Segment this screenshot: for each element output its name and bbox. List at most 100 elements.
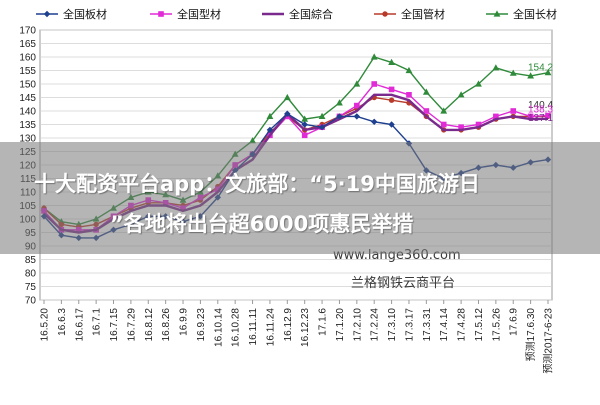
x-tick-label: 16.6.3	[57, 308, 68, 336]
data-point	[544, 69, 552, 76]
x-tick-label: 17.4.14	[439, 308, 450, 342]
data-point	[423, 108, 430, 114]
legend-label: 全国管材	[401, 7, 445, 21]
legend-item: 全国长材	[486, 7, 557, 21]
data-point	[388, 58, 395, 65]
data-point	[493, 113, 499, 120]
legend-item: 全国綜合	[262, 7, 333, 21]
x-tick-label: 16.9.23	[196, 308, 207, 342]
end-value-label: 154.2	[528, 63, 553, 74]
legend-label: 全国型材	[177, 7, 221, 21]
data-point	[388, 121, 395, 128]
data-point	[388, 97, 395, 103]
y-tick-label: 135	[19, 120, 36, 131]
x-tick-label: 16.10.14	[213, 308, 224, 347]
x-tick-label: 预测17.6.30	[524, 308, 537, 362]
x-tick-label: 16.11.11	[248, 308, 259, 346]
data-point	[388, 86, 395, 93]
x-tick-label: 16.12.23	[300, 308, 311, 347]
x-tick-label: 预测2017-6-23	[542, 308, 555, 374]
x-tick-label: 17.5.12	[474, 308, 485, 342]
data-point	[493, 10, 501, 17]
data-point	[509, 69, 517, 76]
data-point	[370, 53, 378, 60]
data-point	[336, 113, 343, 120]
headline-line-2[interactable]: ”各地将出台超6000项惠民举措	[110, 212, 414, 236]
y-tick-label: 160	[19, 53, 36, 64]
data-point	[301, 132, 308, 139]
x-tick-label: 17.2.24	[370, 308, 381, 342]
legend-item: 全国板材	[36, 7, 107, 21]
data-point	[353, 80, 361, 87]
x-tick-label: 17.1.6	[318, 308, 329, 336]
x-tick-label: 16.10.28	[231, 308, 242, 347]
data-point	[458, 124, 464, 130]
data-point	[158, 11, 164, 17]
legend: 全国板材 全国型材 全国綜合 全国管材 全国长材	[36, 7, 557, 21]
y-tick-label: 75	[25, 282, 37, 293]
data-point	[371, 118, 378, 125]
y-tick-label: 165	[19, 39, 36, 50]
data-point	[301, 115, 309, 122]
headline-line-1[interactable]: 十大配资平台app：文旅部：“5·19中国旅游日	[34, 172, 480, 196]
end-value-label: 140.4	[528, 100, 553, 111]
legend-item: 全国管材	[374, 7, 445, 21]
end-value-label: 137.1	[528, 113, 553, 124]
x-tick-label: 16.11.24	[265, 308, 276, 347]
data-point	[475, 80, 482, 87]
x-tick-label: 17.5.26	[491, 308, 502, 342]
x-tick-label: 17.2.10	[352, 308, 363, 342]
legend-label: 全国板材	[63, 7, 107, 21]
data-point	[527, 113, 534, 120]
data-point	[266, 126, 274, 134]
x-tick-label: 17.3.10	[387, 308, 398, 342]
data-point	[336, 99, 343, 106]
x-tick-label: 16.7.29	[126, 308, 137, 342]
data-point	[475, 121, 482, 128]
x-tick-label: 16.6.17	[74, 308, 85, 342]
y-tick-label: 70	[25, 296, 37, 307]
y-tick-label: 155	[19, 66, 36, 77]
data-point	[405, 66, 413, 74]
data-point	[406, 92, 412, 98]
x-axis: 16.5.20 16.6.3 16.6.17 16.7.1 16.7.15 16.7.29…	[40, 300, 555, 374]
data-point	[527, 72, 535, 79]
headline-overlay	[0, 142, 600, 254]
x-tick-label: 16.7.15	[109, 308, 120, 342]
data-point	[440, 107, 448, 114]
y-tick-label: 170	[19, 26, 36, 37]
y-tick-label: 150	[19, 80, 36, 91]
x-tick-label: 17.3.17	[404, 308, 415, 342]
y-tick-label: 140	[19, 107, 36, 118]
data-point	[266, 112, 274, 119]
data-point	[457, 91, 465, 98]
data-point	[440, 121, 447, 128]
data-point	[353, 113, 361, 120]
y-tick-label: 80	[25, 269, 37, 280]
data-point	[318, 124, 326, 131]
data-point	[354, 102, 360, 109]
x-tick-label: 16.8.26	[161, 308, 172, 342]
x-tick-label: 16.7.1	[92, 308, 103, 336]
data-point	[382, 11, 388, 17]
data-point	[422, 88, 430, 95]
x-tick-label: 17.6.9	[509, 308, 520, 336]
data-point	[301, 121, 308, 128]
watermark-company: 兰格钢铁云商平台	[351, 276, 456, 291]
data-point	[249, 137, 256, 144]
x-tick-label: 17.1.20	[335, 308, 346, 342]
x-tick-label: 17.3.31	[422, 308, 433, 342]
data-point	[284, 110, 291, 117]
data-point	[545, 112, 551, 119]
x-tick-label: 16.9.9	[179, 308, 190, 336]
data-point	[371, 81, 378, 87]
x-tick-label: 16.12.9	[283, 308, 294, 342]
legend-item: 全国型材	[150, 7, 221, 21]
legend-label: 全国綜合	[289, 7, 333, 21]
data-point	[492, 64, 500, 71]
x-tick-label: 17.4.28	[457, 308, 468, 342]
data-point	[510, 108, 517, 114]
y-tick-label: 145	[19, 93, 36, 104]
y-tick-label: 85	[25, 255, 37, 266]
